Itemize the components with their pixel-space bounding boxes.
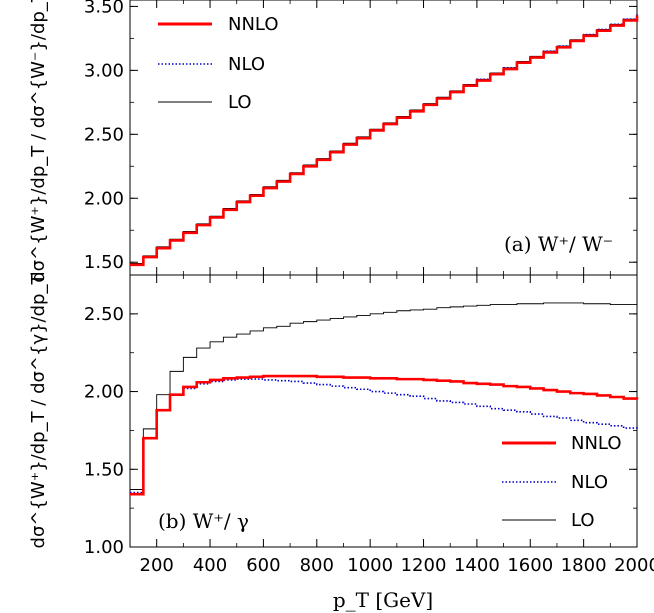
panel-b-legend: NNLO NLO LO bbox=[502, 433, 621, 531]
xtick-label-5: 1200 bbox=[401, 555, 447, 576]
xtick-label-7: 1600 bbox=[507, 555, 553, 576]
xtick-label-1: 400 bbox=[193, 555, 227, 576]
legend-a-nnlo-label: NNLO bbox=[228, 14, 278, 35]
legend-a-nlo-label: NLO bbox=[228, 54, 265, 75]
panel-a-ytick-label-0: 1.50 bbox=[84, 252, 124, 273]
legend-b-lo-label: LO bbox=[571, 510, 595, 531]
panel-a-annotation: (a) W⁺/ W⁻ bbox=[504, 232, 613, 256]
panel-a-ylabel: dσ^{W⁺}/dp_T / dσ^{W⁻}/dp_T bbox=[28, 0, 49, 283]
panel-b-nlo-line bbox=[130, 378, 638, 494]
xtick-label-9: 2000 bbox=[614, 555, 654, 576]
panel-b-lo-line bbox=[130, 302, 638, 490]
panel-a-ytick-label-4: 3.50 bbox=[84, 0, 124, 17]
xtick-label-4: 1000 bbox=[347, 555, 393, 576]
panel-b-ytick-label-3: 2.50 bbox=[84, 304, 124, 325]
legend-a-lo-label: LO bbox=[228, 92, 252, 113]
xtick-label-3: 800 bbox=[300, 555, 334, 576]
panel-b-annotation: (b) W⁺/ γ bbox=[158, 509, 249, 533]
axis-ticks bbox=[130, 0, 638, 548]
panel-a-legend: NNLO NLO LO bbox=[158, 14, 278, 113]
panel-a-series bbox=[130, 14, 639, 267]
panel-a-ytick-label-3: 3.00 bbox=[84, 60, 124, 81]
panel-b-ytick-label-2: 2.00 bbox=[84, 382, 124, 403]
panel-b-ylabel: dσ^{W⁺}/dp_T / dσ^{γ}/dp_T bbox=[28, 273, 49, 549]
panel-a-nnlo-line bbox=[130, 15, 639, 267]
panel-b-ytick-label-0: 1.00 bbox=[84, 537, 124, 558]
panel-b-series bbox=[130, 302, 639, 496]
x-axis-label: p_T [GeV] bbox=[333, 588, 433, 612]
xtick-label-2: 600 bbox=[246, 555, 280, 576]
xtick-label-0: 200 bbox=[140, 555, 174, 576]
xtick-label-6: 1400 bbox=[454, 555, 500, 576]
xtick-label-8: 1800 bbox=[561, 555, 607, 576]
panel-b-ytick-label-1: 1.50 bbox=[84, 459, 124, 480]
panel-a-ytick-label-1: 2.00 bbox=[84, 188, 124, 209]
panel-a-nlo-line bbox=[130, 14, 638, 266]
panel-a-ytick-label-2: 2.50 bbox=[84, 124, 124, 145]
panel-b-nnlo-line bbox=[130, 374, 639, 496]
legend-b-nnlo-label: NNLO bbox=[571, 433, 621, 454]
tick-labels: 1.50 2.00 2.50 3.00 3.50 1.00 1.50 2.00 2.50 200 4… bbox=[84, 0, 654, 576]
legend-b-nlo-label: NLO bbox=[571, 472, 608, 493]
panel-b-frame bbox=[129, 274, 638, 548]
